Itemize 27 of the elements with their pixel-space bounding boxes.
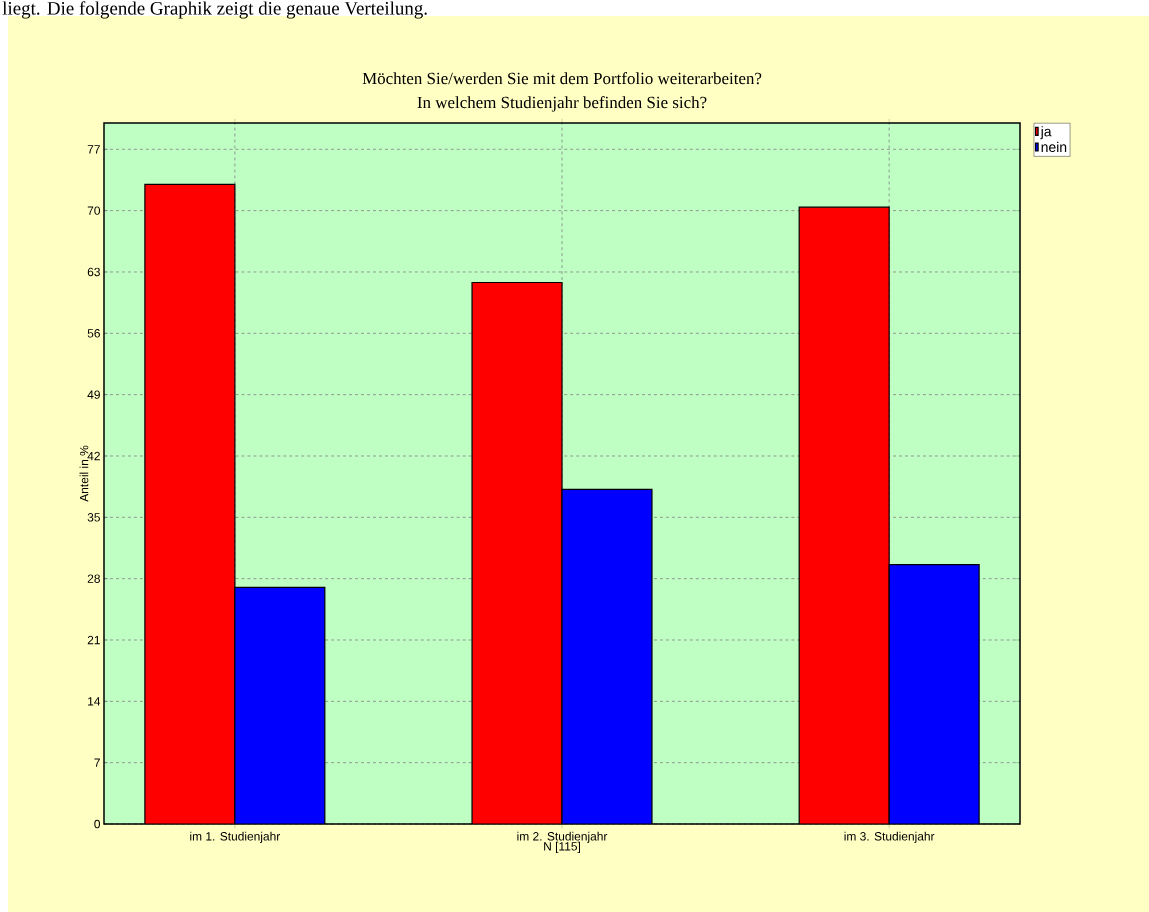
y-tick-label: 14 — [88, 697, 101, 706]
chart-subtitle: In welchem Studienjahr befinden Sie sich? — [417, 96, 707, 112]
y-tick-label: 42 — [87, 451, 100, 461]
chart-title: Möchten Sie/werden Sie mit dem Portfolio weiterarbeiten? — [362, 72, 762, 85]
y-tick-label: 28 — [87, 574, 100, 583]
y-tick-label: 0 — [94, 819, 101, 829]
y-tick-label: 49 — [87, 390, 100, 399]
bar — [471, 281, 563, 825]
legend-label: ja — [1040, 126, 1052, 140]
y-tick-label: 21 — [87, 635, 100, 645]
x-tick-label: im 2. Studienjahr — [517, 831, 608, 843]
x-tick-label: im 3. Studienjahr — [844, 831, 935, 843]
y-tick-label: 63 — [87, 267, 100, 277]
bar — [561, 488, 653, 825]
bar — [234, 586, 326, 825]
text: liegt. Die folgende Graphik zeigt die genaue Verteilung. — [2, 1, 427, 19]
x-axis-title: N [115] — [544, 841, 580, 853]
y-tick-label: 77 — [87, 145, 100, 154]
bar — [144, 183, 236, 825]
x-tick-label: im 1. Studienjahr — [190, 831, 281, 843]
y-tick-label: 7 — [94, 758, 100, 767]
y-tick-label: 56 — [87, 329, 100, 338]
bar — [888, 564, 980, 825]
bar — [798, 206, 890, 825]
legend-label: nein — [1041, 141, 1067, 153]
y-tick-label: 35 — [87, 513, 100, 522]
y-tick-label: 70 — [87, 206, 101, 215]
